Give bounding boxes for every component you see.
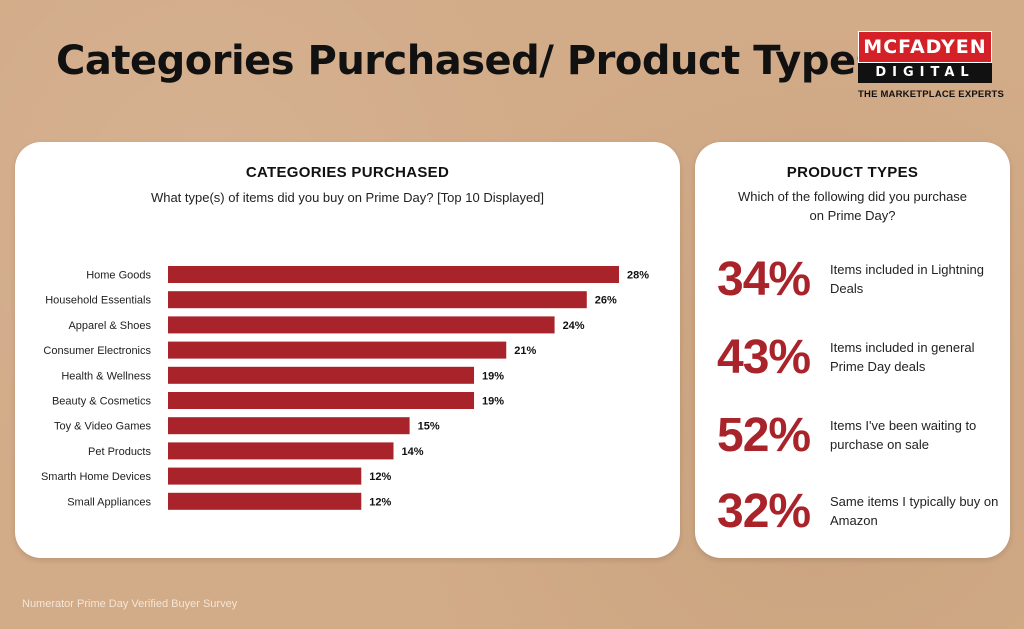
- category-label: Household Essentials: [45, 295, 151, 307]
- stat-label: Items included in general Prime Day deal…: [830, 340, 975, 374]
- value-label: 26%: [595, 295, 617, 307]
- stat-label: Items included in Lightning Deals: [830, 262, 984, 296]
- value-label: 15%: [418, 421, 440, 433]
- category-label: Toy & Video Games: [54, 421, 152, 433]
- category-label: Apparel & Shoes: [68, 320, 151, 332]
- stat-value: 32%: [717, 485, 811, 538]
- bar-2: [168, 316, 555, 334]
- product-types-title: PRODUCT TYPES: [786, 164, 919, 181]
- stat-general-deals: 43% Items included in general Prime Day …: [717, 330, 997, 390]
- stat-typical-items: 32% Same items I typically buy on Amazon: [717, 484, 999, 544]
- category-label: Pet Products: [88, 446, 151, 458]
- bar-4: [168, 366, 475, 384]
- value-label: 19%: [482, 396, 504, 408]
- product-types-subtitle: Which of the following did you purchase …: [737, 189, 968, 223]
- category-label: Home Goods: [86, 270, 151, 282]
- bar-9: [168, 492, 362, 510]
- company-logo: MCFADYEN DIGITAL THE MARKETPLACE EXPERTS: [858, 31, 1005, 100]
- categories-subtitle: What type(s) of items did you buy on Pri…: [150, 190, 545, 205]
- stat-value: 52%: [717, 409, 811, 462]
- bar-1: [168, 291, 587, 309]
- value-label: 21%: [514, 345, 536, 357]
- logo-tagline: THE MARKETPLACE EXPERTS: [858, 89, 1005, 100]
- value-label: 14%: [402, 446, 424, 458]
- category-label: Health & Wellness: [61, 370, 151, 382]
- bar-3: [168, 341, 507, 359]
- categories-bar-chart: Home Goods 28% Household Essentials 26% Appa…: [41, 266, 649, 510]
- bar-7: [168, 442, 394, 460]
- category-label: Consumer Electronics: [43, 345, 151, 357]
- value-label: 28%: [627, 270, 649, 282]
- value-label: 12%: [369, 496, 391, 508]
- categories-title: CATEGORIES PURCHASED: [245, 164, 450, 181]
- bar-8: [168, 467, 362, 485]
- categories-card: CATEGORIES PURCHASED What type(s) of ite…: [15, 142, 680, 558]
- value-label: 19%: [482, 370, 504, 382]
- page-title: Categories Purchased/ Product Types: [56, 38, 879, 84]
- product-types-card: PRODUCT TYPES Which of the following did…: [695, 142, 1010, 558]
- source-footnote: Numerator Prime Day Verified Buyer Surve…: [22, 598, 238, 610]
- bar-5: [168, 392, 475, 409]
- stat-label: Same items I typically buy on Amazon: [830, 494, 999, 528]
- stat-waiting-sale: 52% Items I've been waiting to purchase …: [717, 408, 997, 468]
- stat-value: 43%: [717, 331, 811, 384]
- value-label: 24%: [563, 320, 585, 332]
- bar-0: [168, 266, 619, 283]
- bar-6: [168, 417, 410, 435]
- stat-label: Items I've been waiting to purchase on s…: [830, 418, 977, 452]
- category-label: Small Appliances: [67, 496, 151, 508]
- stat-lightning-deals: 34% Items included in Lightning Deals: [717, 252, 997, 312]
- logo-bottom: DIGITAL: [858, 63, 992, 83]
- category-label: Smarth Home Devices: [41, 471, 152, 483]
- value-label: 12%: [369, 471, 391, 483]
- category-label: Beauty & Cosmetics: [52, 396, 152, 408]
- stat-value: 34%: [717, 253, 811, 306]
- logo-top: MCFADYEN: [858, 31, 992, 63]
